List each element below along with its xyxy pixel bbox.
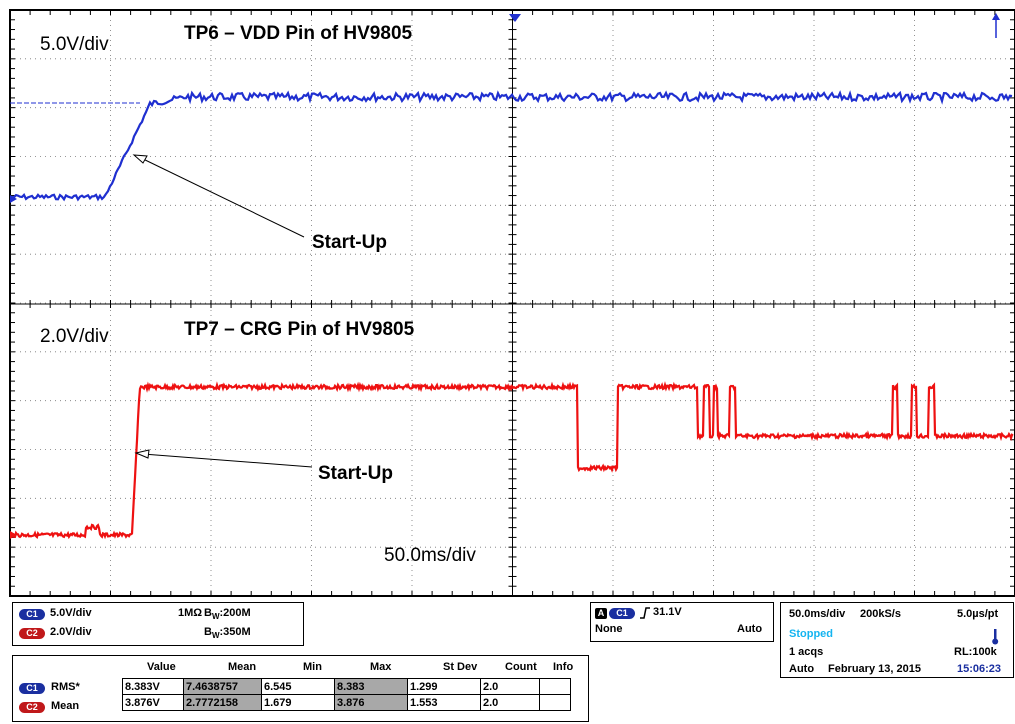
ch1-waveform <box>11 90 1013 202</box>
meas-header-value: Value <box>147 661 176 673</box>
ch1-scale-label: 5.0V/div <box>40 34 109 55</box>
ch2-scale-value: 2.0V/div <box>50 626 92 638</box>
graticule-grid <box>9 9 1015 597</box>
table-row: 3.876V 2.7772158 1.679 3.876 1.553 2.0 <box>122 694 571 711</box>
meas-header-stdev: St Dev <box>443 661 478 673</box>
trigger-position-marker <box>509 14 521 22</box>
timebase-label: 50.0ms/div <box>384 545 476 566</box>
meas-min: 1.679 <box>261 694 335 711</box>
meas-mean: 2.7772158 <box>183 694 262 711</box>
acq-timebase: 50.0ms/div <box>789 608 846 620</box>
meas-header-mean: Mean <box>228 661 257 673</box>
meas-row2-name: Mean <box>51 700 80 712</box>
ch1-bandwidth: BW:200M <box>204 607 251 622</box>
meas-info <box>539 694 571 711</box>
meas-count: 2.0 <box>480 694 540 711</box>
ch2-startup-annotation-arrow <box>134 449 313 468</box>
ch2-waveform <box>11 381 1014 540</box>
meas-count: 2.0 <box>480 678 540 695</box>
ch2-scale-label: 2.0V/div <box>40 326 109 347</box>
acq-sample-rate: 200kS/s <box>860 608 901 620</box>
meas-header-min: Min <box>303 661 322 673</box>
meas-info <box>539 678 571 695</box>
measurements-box: Value Mean Min Max St Dev Count Info C1 … <box>12 655 589 722</box>
ch2-startup-label: Start-Up <box>318 463 393 484</box>
meas-header-info: Info <box>553 661 574 673</box>
meas-stdev: 1.553 <box>407 694 481 711</box>
meas-row1-name: RMS* <box>51 681 80 693</box>
ch2-badge[interactable]: C2 <box>19 628 45 639</box>
meas-value: 3.876V <box>122 694 184 711</box>
meas-max: 8.383 <box>334 678 408 695</box>
rising-edge-icon <box>640 607 650 619</box>
meas-stdev: 1.299 <box>407 678 481 695</box>
ch1-startup-label: Start-Up <box>312 232 387 253</box>
meas-row2-badge[interactable]: C2 <box>19 702 45 713</box>
acq-state: Stopped <box>789 628 833 640</box>
trigger-coupling: None <box>595 623 623 635</box>
ch1-title: TP6 – VDD Pin of HV9805 <box>184 23 413 44</box>
trigger-level-arrow-icon <box>992 13 1000 38</box>
measurement-table: 8.383V 7.4638757 6.545 8.383 1.299 2.0 3… <box>122 678 571 711</box>
acq-time: 15:06:23 <box>957 663 1002 675</box>
ch1-ground-marker <box>10 195 17 203</box>
trigger-level: 31.1V <box>653 606 682 618</box>
meas-mean: 7.4638757 <box>183 678 262 695</box>
meas-header-count: Count <box>505 661 537 673</box>
acq-resolution: 5.0µs/pt <box>957 608 999 620</box>
meas-row1-badge[interactable]: C1 <box>19 683 45 694</box>
acquisition-box[interactable]: 50.0ms/div 200kS/s 5.0µs/pt Stopped 1 ac… <box>780 602 1014 678</box>
meas-header-max: Max <box>370 661 392 673</box>
ch1-impedance: 1MΩ <box>178 607 203 619</box>
trigger-mode: Auto <box>737 623 763 635</box>
table-row: 8.383V 7.4638757 6.545 8.383 1.299 2.0 <box>122 678 571 695</box>
trigger-a-badge: A <box>595 608 607 619</box>
waveform-display <box>9 9 1015 597</box>
thermometer-icon <box>992 629 999 645</box>
ch2-bandwidth: BW:350M <box>204 626 251 641</box>
ch2-ground-marker <box>10 531 17 539</box>
acq-date: February 13, 2015 <box>828 663 921 675</box>
trigger-settings-box[interactable]: A C1 31.1V None Auto <box>590 602 774 642</box>
acq-record-length: RL:100k <box>954 646 997 658</box>
acq-count: 1 acqs <box>789 646 824 658</box>
meas-value: 8.383V <box>122 678 184 695</box>
trigger-source-badge[interactable]: C1 <box>609 608 635 619</box>
meas-min: 6.545 <box>261 678 335 695</box>
ch1-scale-value: 5.0V/div <box>50 607 92 619</box>
ch1-startup-annotation-arrow <box>132 154 305 238</box>
ch1-badge[interactable]: C1 <box>19 609 45 620</box>
channel-settings-box[interactable]: C1 5.0V/div 1MΩ BW:200M C2 2.0V/div BW:3… <box>12 602 304 646</box>
ch2-title: TP7 – CRG Pin of HV9805 <box>184 319 415 340</box>
acq-mode: Auto <box>789 663 815 675</box>
meas-max: 3.876 <box>334 694 408 711</box>
